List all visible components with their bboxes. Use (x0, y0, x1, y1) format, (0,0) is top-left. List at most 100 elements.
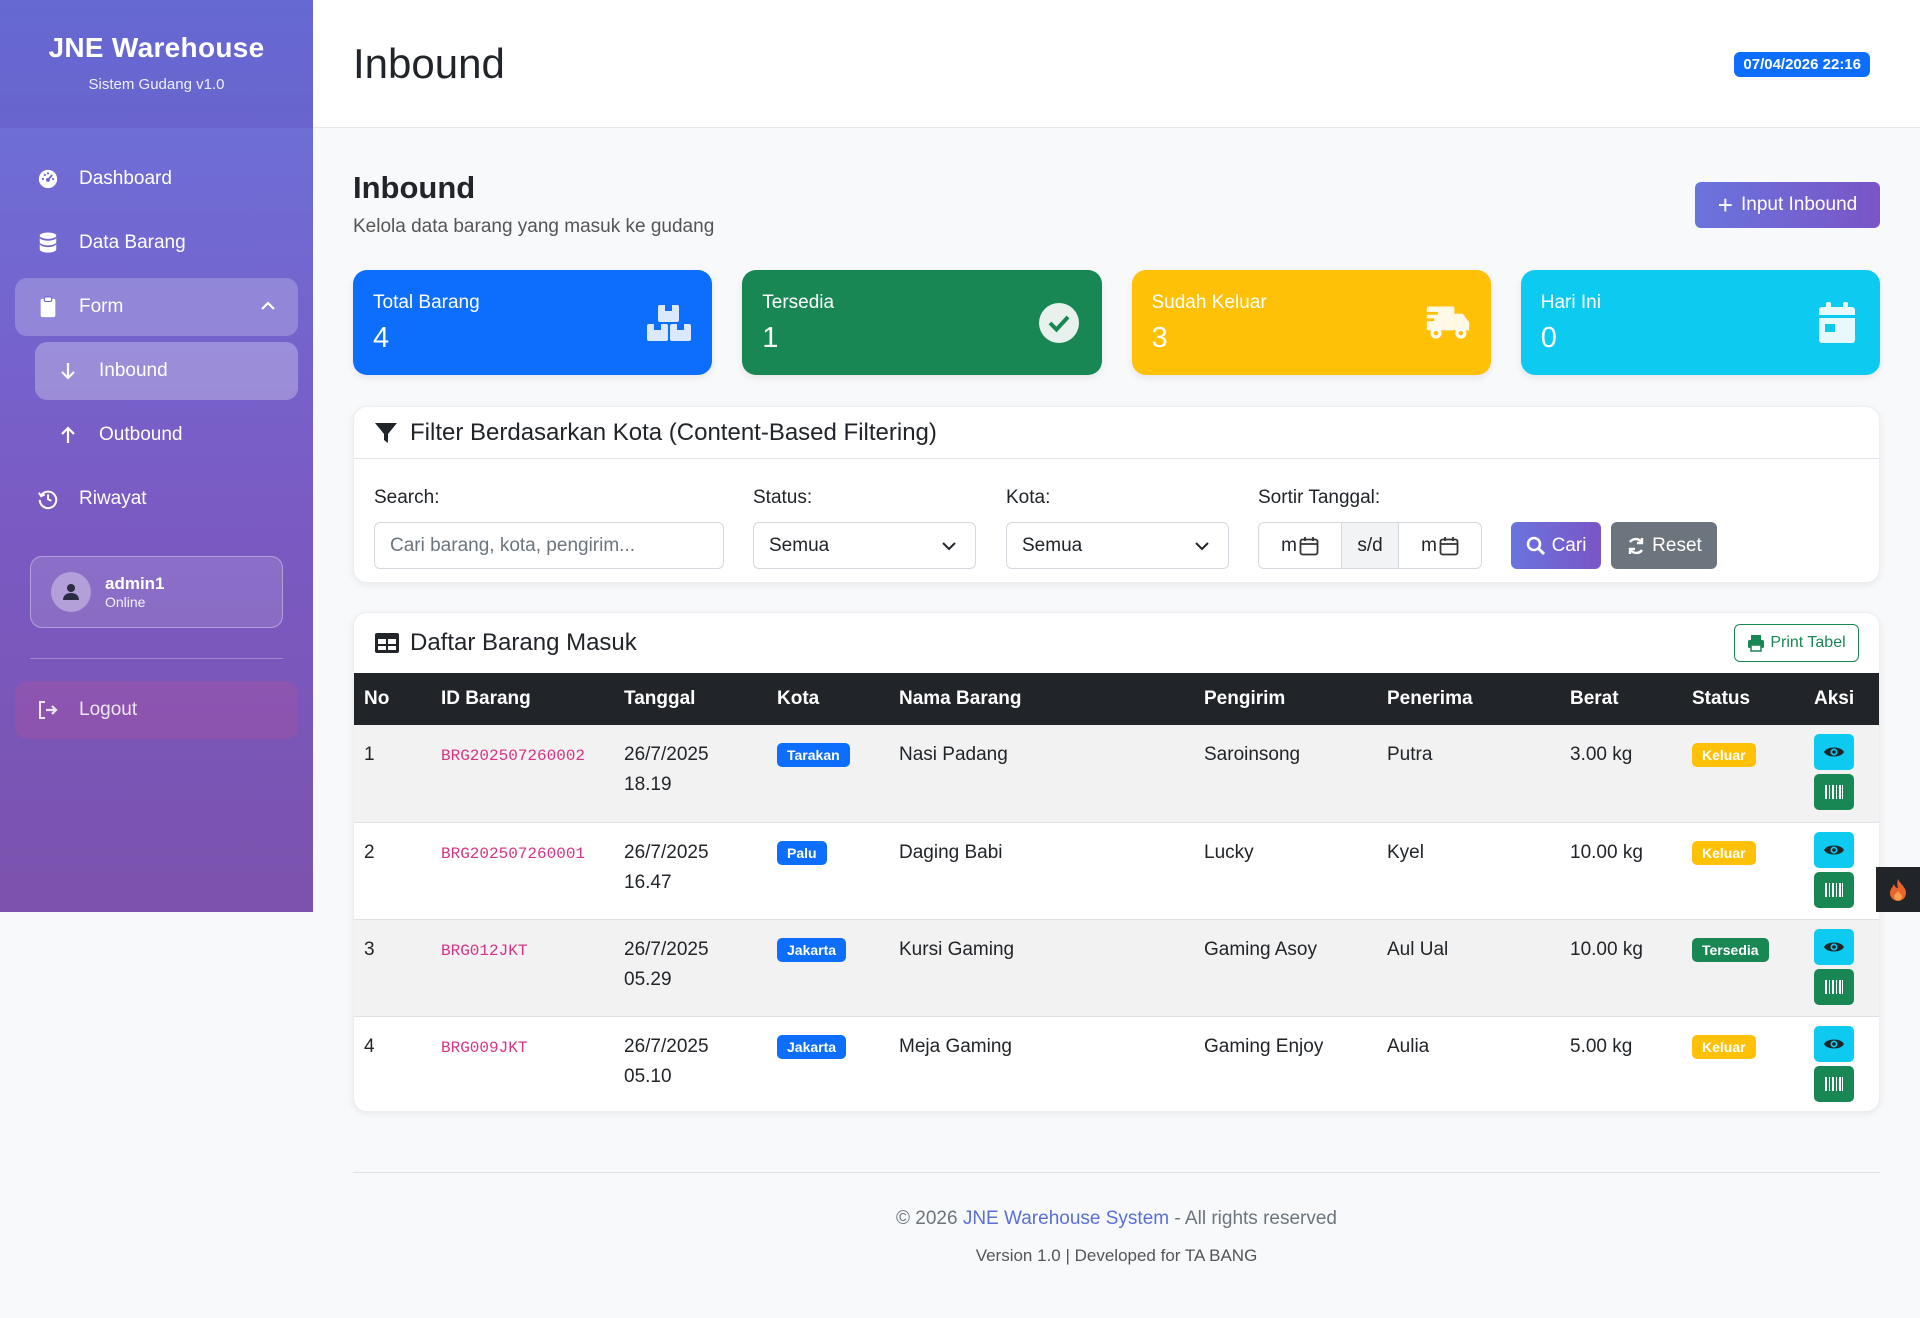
column-header: Status (1692, 688, 1751, 709)
logout-label: Logout (79, 699, 138, 720)
input-inbound-label: Input Inbound (1740, 194, 1858, 215)
sidebar-item-label: Data Barang (79, 232, 186, 253)
arrow-up-icon (57, 424, 79, 446)
sidebar-item-form[interactable]: Form (15, 278, 298, 336)
section-title: Inbound (353, 170, 476, 205)
city-badge: Tarakan (777, 743, 850, 767)
column-header: Kota (777, 688, 820, 709)
cell-time: 05.29 (624, 968, 672, 990)
user-name: admin1 (105, 574, 165, 593)
date-to-value: m (1421, 534, 1437, 556)
cell-no: 1 (364, 744, 375, 765)
status-badge: Tersedia (1692, 937, 1769, 962)
sidebar: JNE Warehouse Sistem Gudang v1.0 Dashboa… (0, 0, 313, 912)
barcode-button[interactable] (1814, 1065, 1854, 1102)
table-header-row: No ID Barang Tanggal Kota Nama Barang Pe… (354, 673, 1879, 725)
status-badge: Keluar (1692, 1034, 1756, 1059)
table-row: 2 BRG202507260001 26/7/2025 16.47 Palu Da… (354, 822, 1879, 919)
view-button[interactable] (1814, 831, 1854, 868)
boxes-icon (646, 302, 692, 344)
cell-name: Meja Gaming (899, 1035, 1012, 1057)
sidebar-item-label: Dashboard (79, 168, 172, 189)
cell-weight: 10.00 kg (1570, 841, 1643, 863)
barcode-icon (1825, 882, 1843, 897)
search-input[interactable]: Cari barang, kota, pengirim... (374, 522, 724, 569)
sidebar-item-riwayat[interactable]: Riwayat (15, 470, 298, 528)
cell-time: 18.19 (624, 774, 672, 795)
date-range-group: m s/d m (1258, 522, 1482, 569)
column-header: Berat (1570, 688, 1619, 709)
city-badge: Palu (777, 840, 827, 865)
input-inbound-button[interactable]: + Input Inbound (1695, 182, 1880, 228)
footer-brand-link[interactable]: JNE Warehouse System (962, 1208, 1170, 1229)
stat-label: Sudah Keluar (1151, 292, 1267, 313)
view-button[interactable] (1814, 1025, 1854, 1062)
refresh-icon (1628, 537, 1644, 554)
stat-value: 3 (1151, 322, 1168, 354)
calendar-icon (1814, 302, 1860, 344)
view-button[interactable] (1814, 734, 1854, 770)
eye-icon (1824, 1039, 1844, 1048)
stat-card-sudah-keluar: Sudah Keluar 3 (1131, 270, 1491, 375)
avatar (51, 572, 91, 612)
sidebar-item-data-barang[interactable]: Data Barang (15, 214, 298, 272)
arrow-down-icon (57, 360, 79, 382)
barcode-button[interactable] (1814, 774, 1854, 810)
sidebar-item-label: Riwayat (79, 488, 147, 509)
check-circle-icon (1036, 302, 1082, 344)
logout-button[interactable]: Logout (15, 681, 298, 739)
table-header: Daftar Barang Masuk Print Tabel (354, 613, 1879, 673)
reset-button[interactable]: Reset (1611, 522, 1717, 569)
date-from-input[interactable]: m (1259, 523, 1341, 568)
stat-value: 0 (1540, 322, 1557, 354)
user-card[interactable]: admin1 Online (30, 556, 283, 628)
print-table-button[interactable]: Print Tabel (1734, 624, 1859, 662)
barcode-button[interactable] (1814, 968, 1854, 1005)
column-header: No (364, 688, 390, 709)
floating-tab[interactable] (1876, 867, 1920, 912)
brand-subtitle: Sistem Gudang v1.0 (88, 76, 225, 93)
search-button-label: Cari (1551, 534, 1587, 556)
column-header: Tanggal (624, 688, 696, 709)
brand-title: JNE Warehouse (48, 32, 265, 63)
cell-sender: Gaming Asoy (1204, 938, 1317, 960)
sidebar-item-inbound[interactable]: Inbound (35, 342, 298, 400)
sidebar-item-outbound[interactable]: Outbound (35, 406, 298, 464)
kota-label: Kota: (1006, 487, 1051, 508)
kota-select[interactable]: Semua (1006, 522, 1229, 569)
cell-receiver: Aul Ual (1387, 938, 1449, 960)
print-table-label: Print Tabel (1770, 634, 1846, 651)
date-to-input[interactable]: m (1399, 523, 1481, 568)
sidebar-nav: Dashboard Data Barang Form Inbound (0, 128, 313, 528)
city-badge: Jakarta (777, 1034, 847, 1059)
search-button[interactable]: Cari (1511, 522, 1601, 569)
cell-id: BRG012JKT (441, 941, 528, 960)
plus-icon: + (1717, 190, 1733, 220)
sidebar-item-label: Inbound (99, 360, 168, 381)
barcode-icon (1825, 979, 1843, 994)
inbound-table: No ID Barang Tanggal Kota Nama Barang Pe… (354, 673, 1879, 1111)
date-range-separator: s/d (1341, 523, 1399, 568)
gauge-icon (35, 166, 61, 192)
status-label: Status: (753, 487, 813, 508)
top-header: Inbound 07/04/2026 22:16 (313, 0, 1920, 128)
cell-weight: 10.00 kg (1570, 938, 1643, 960)
cell-sender: Lucky (1204, 841, 1254, 863)
cell-name: Kursi Gaming (899, 938, 1015, 960)
barcode-icon (1825, 1076, 1843, 1091)
cell-time: 16.47 (624, 871, 672, 893)
column-header: Aksi (1814, 688, 1855, 709)
filter-card: Filter Berdasarkan Kota (Content-Based F… (353, 406, 1880, 583)
cell-date: 26/7/2025 (624, 744, 709, 765)
barcode-button[interactable] (1814, 871, 1854, 908)
status-select[interactable]: Semua (753, 522, 976, 569)
chevron-up-icon (260, 298, 276, 320)
sidebar-item-dashboard[interactable]: Dashboard (15, 150, 298, 208)
cell-no: 4 (364, 1035, 375, 1057)
cell-date: 26/7/2025 (624, 1035, 709, 1057)
cell-no: 3 (364, 938, 375, 960)
cell-weight: 5.00 kg (1570, 1035, 1633, 1057)
datetime-badge: 07/04/2026 22:16 (1734, 52, 1870, 77)
column-header: Penerima (1387, 688, 1473, 709)
view-button[interactable] (1814, 928, 1854, 965)
